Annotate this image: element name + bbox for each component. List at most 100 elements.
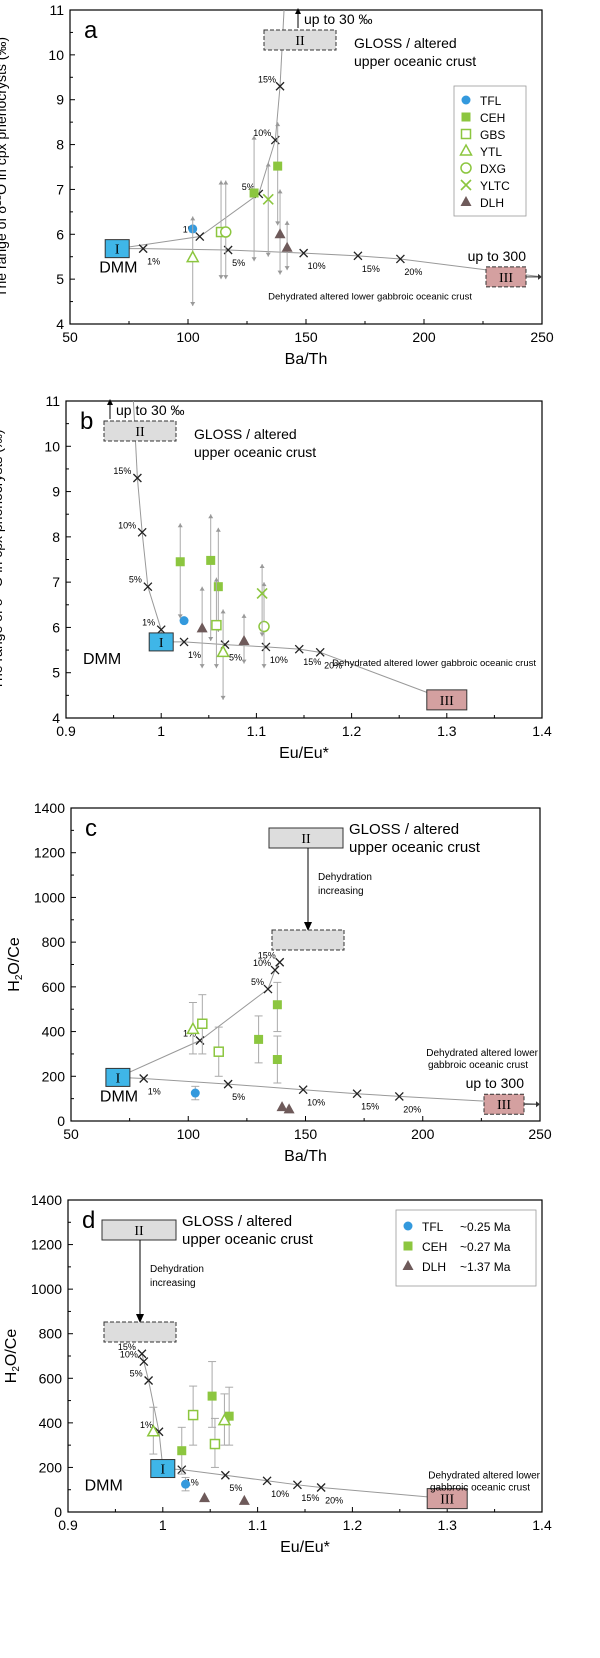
endmember-II-label: II — [295, 34, 305, 49]
marker-YTL — [186, 1021, 200, 1035]
marker-YLTC — [460, 179, 472, 191]
mixing-label-lower: 20% — [403, 1104, 421, 1114]
y-tick-label: 1400 — [34, 800, 65, 816]
error-arrow — [190, 302, 196, 307]
mixing-label-upper: 5% — [129, 575, 142, 585]
mixing-label-upper: 15% — [258, 74, 276, 84]
x-tick-label: 200 — [411, 1126, 435, 1142]
error-arrow — [241, 613, 247, 618]
y-tick-label: 600 — [39, 1370, 63, 1386]
mixing-mark-upper — [263, 984, 273, 994]
error-arrow — [218, 275, 224, 280]
error-arrow — [251, 257, 257, 262]
marker-CEH — [403, 1241, 413, 1251]
legend-label: CEH — [480, 111, 505, 125]
error-arrow — [275, 221, 281, 226]
marker-DXG — [220, 226, 232, 238]
error-arrow — [218, 180, 224, 185]
marker-DLH — [238, 1494, 250, 1505]
mixing-mark-lower — [179, 637, 189, 647]
mixing-label-upper: 1% — [142, 618, 155, 628]
x-tick-label: 1.1 — [248, 1517, 268, 1533]
mixing-curve-upper — [136, 477, 162, 642]
error-arrow — [277, 270, 283, 275]
mixing-mark-lower — [261, 642, 271, 652]
y-tick-label: 1000 — [31, 1281, 62, 1297]
mixing-mark-upper — [137, 527, 147, 537]
error-arrow — [265, 162, 271, 167]
error-arrow — [241, 659, 247, 664]
y-tick-label: 400 — [42, 1024, 66, 1040]
x-tick-label: 1.2 — [342, 723, 362, 739]
legend-label: GBS — [480, 128, 505, 142]
mixing-label-lower: 20% — [324, 660, 342, 670]
mixing-mark-lower — [394, 1091, 404, 1101]
x-axis-label: Eu/Eu* — [280, 1539, 330, 1556]
lower-crust-label: Dehydrated altered lower — [428, 1471, 540, 1482]
y-tick-label: 600 — [42, 979, 66, 995]
mixing-label-upper: 10% — [120, 1350, 138, 1360]
mixing-curve-upper — [117, 86, 281, 250]
mixing-mark-upper — [144, 1376, 154, 1385]
error-arrow — [284, 266, 290, 271]
mixing-label-lower: 5% — [229, 653, 242, 663]
mixing-label-lower: 15% — [303, 657, 321, 667]
chart-panel-c: 50 100 150 200 250 0 200 400 600 800 1000 1200 1400 B… — [6, 800, 552, 1165]
marker-TFL — [181, 1479, 191, 1489]
gloss-dehydrated-box — [271, 929, 345, 951]
mixing-mark-upper — [275, 957, 285, 967]
endmember-I-label: I — [159, 636, 164, 651]
legend-label: TFL — [422, 1220, 444, 1234]
mixing-label-upper: 10% — [253, 128, 271, 138]
x-tick-label: 150 — [294, 1126, 318, 1142]
marker-CEH — [273, 161, 283, 171]
y-tick-label: 11 — [49, 2, 64, 18]
mixing-label-lower: 5% — [232, 1092, 245, 1102]
x-tick-label: 0.9 — [58, 1517, 78, 1533]
endmember-III-label: III — [440, 1493, 454, 1508]
marker-CEH — [175, 557, 185, 567]
error-arrow — [220, 695, 226, 700]
mixing-label-lower: 15% — [301, 1493, 319, 1503]
x-tick-label: 0.9 — [56, 723, 76, 739]
mixing-label-upper: 5% — [130, 1369, 143, 1379]
dehydration-label: Dehydration — [150, 1264, 204, 1275]
arrow-head — [107, 399, 113, 405]
gloss-dehydrated-box — [103, 1321, 177, 1343]
x-axis-label: Ba/Th — [285, 351, 328, 368]
marker-CEH-open — [209, 1438, 221, 1450]
dmm-label: DMM — [99, 260, 137, 277]
endmember-II-label: II — [134, 1224, 144, 1239]
mixing-mark-upper — [139, 1357, 149, 1367]
y-tick-label: 400 — [39, 1415, 63, 1431]
x-axis-label: Ba/Th — [284, 1148, 327, 1165]
x-tick-label: 1.1 — [247, 723, 267, 739]
endmember-III — [426, 1488, 468, 1510]
marker-GBS — [460, 128, 472, 140]
chart-panel-b: 0.9 1 1.1 1.2 1.3 1.4 4 5 6 7 8 9 10 11 Eu/Eu* The rang… — [0, 393, 552, 762]
mixing-label-lower: 1% — [148, 1087, 161, 1097]
marker-DLH — [460, 196, 472, 206]
mixing-mark-upper — [143, 582, 153, 592]
marker-CEH — [213, 582, 223, 592]
marker-GBS — [197, 1018, 208, 1029]
error-arrow — [265, 252, 271, 257]
endmember-II — [268, 827, 344, 849]
y-tick-label: 200 — [39, 1459, 63, 1475]
mixing-curve-lower — [161, 641, 447, 701]
error-arrow — [277, 189, 283, 194]
mixing-label-lower: 1% — [147, 257, 160, 267]
legend-age: ~0.25 Ma — [460, 1220, 511, 1234]
x-tick-label: 100 — [177, 1126, 201, 1142]
x-tick-label: 1.4 — [532, 723, 552, 739]
marker-CEH — [254, 1034, 264, 1044]
legend-age: ~0.27 Ma — [460, 1240, 511, 1254]
error-arrow — [215, 527, 221, 532]
error-arrow — [220, 609, 226, 614]
marker-CEH — [461, 112, 471, 122]
endmember-II-label: II — [301, 832, 311, 847]
lower-crust-label: Dehydrated altered lower — [426, 1048, 538, 1059]
mixing-curve-upper — [141, 1353, 164, 1468]
error-arrow — [223, 275, 229, 280]
mixing-mark-lower — [139, 1074, 149, 1083]
